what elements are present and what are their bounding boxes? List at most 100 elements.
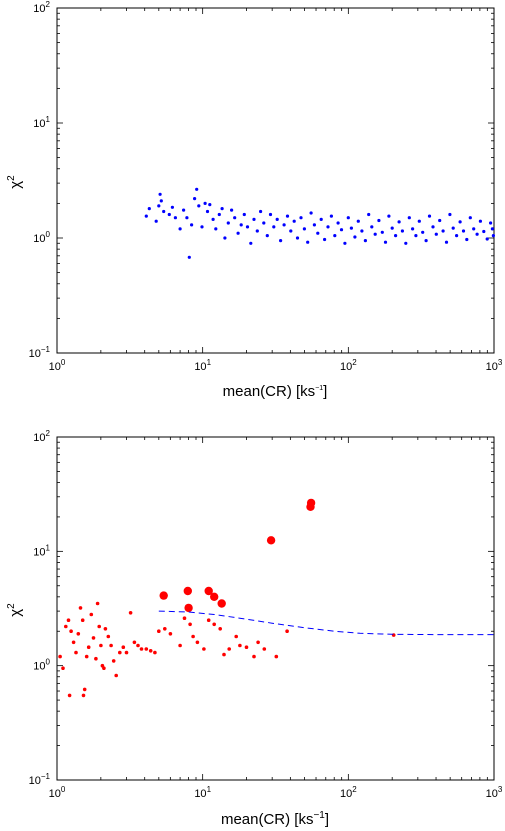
x-tick-label: 103 bbox=[486, 785, 503, 800]
data-point bbox=[292, 219, 296, 223]
data-point bbox=[208, 203, 212, 207]
data-point-large bbox=[184, 603, 193, 613]
data-point bbox=[383, 240, 388, 244]
data-point bbox=[80, 618, 85, 622]
data-point bbox=[319, 217, 323, 221]
data-point bbox=[202, 647, 206, 651]
x-tick-label: 100 bbox=[49, 358, 66, 373]
data-point bbox=[239, 223, 243, 227]
data-point bbox=[482, 229, 486, 234]
data-point bbox=[349, 226, 353, 230]
y-tick-label: 102 bbox=[33, 429, 50, 444]
y-tick-label: 102 bbox=[33, 0, 50, 15]
data-point bbox=[490, 227, 494, 231]
data-point bbox=[203, 201, 207, 205]
data-point-large bbox=[159, 591, 168, 600]
data-point bbox=[343, 241, 347, 245]
data-point bbox=[64, 624, 68, 629]
data-point bbox=[427, 214, 432, 218]
plot-frame bbox=[56, 7, 495, 354]
data-point bbox=[475, 232, 479, 236]
data-point bbox=[187, 255, 191, 259]
data-point bbox=[173, 216, 177, 220]
x-axis-label: mean(CR) [ks−1] bbox=[223, 383, 328, 400]
axis-ticks bbox=[56, 436, 495, 781]
data-point bbox=[421, 230, 425, 234]
y-tick-label: 100 bbox=[33, 658, 50, 673]
data-point bbox=[66, 618, 71, 622]
data-point bbox=[312, 223, 316, 227]
data-point bbox=[128, 611, 133, 615]
data-point bbox=[69, 629, 73, 633]
data-point bbox=[233, 216, 237, 220]
data-point bbox=[82, 687, 87, 692]
data-point bbox=[444, 240, 449, 244]
data-point bbox=[451, 226, 455, 230]
data-point bbox=[465, 237, 469, 242]
data-point bbox=[190, 223, 194, 227]
data-point bbox=[238, 643, 242, 648]
data-point bbox=[316, 231, 320, 235]
data-point bbox=[336, 221, 340, 225]
data-point bbox=[121, 645, 126, 649]
data-point bbox=[106, 634, 111, 639]
data-point bbox=[256, 640, 260, 645]
data-point bbox=[363, 239, 367, 243]
data-point bbox=[306, 240, 310, 244]
data-point bbox=[252, 217, 256, 221]
data-point bbox=[438, 218, 442, 223]
data-point bbox=[367, 212, 371, 217]
data-point-large bbox=[306, 498, 316, 508]
data-point bbox=[245, 225, 250, 229]
y-tick-label: 101 bbox=[33, 543, 50, 558]
x-axis-label: mean(CR) [ks−1] bbox=[221, 810, 329, 828]
data-point bbox=[191, 634, 195, 639]
data-point bbox=[182, 616, 187, 620]
data-point bbox=[417, 219, 421, 223]
data-point bbox=[167, 212, 171, 217]
data-point bbox=[227, 647, 231, 651]
data-point bbox=[255, 229, 259, 233]
data-point bbox=[195, 187, 199, 191]
data-point-large bbox=[210, 592, 219, 601]
data-point bbox=[170, 205, 174, 209]
data-point bbox=[285, 629, 289, 633]
data-point bbox=[424, 239, 428, 243]
data-point bbox=[76, 632, 81, 636]
data-point bbox=[472, 227, 476, 231]
axis-ticks bbox=[56, 7, 495, 354]
data-point bbox=[178, 643, 182, 648]
data-point bbox=[485, 237, 489, 241]
data-point bbox=[95, 601, 100, 606]
data-point-large bbox=[204, 586, 213, 596]
x-tick-label: 101 bbox=[194, 358, 211, 373]
data-marks bbox=[58, 498, 494, 698]
data-point bbox=[434, 232, 438, 236]
data-point bbox=[61, 666, 65, 670]
data-point bbox=[211, 217, 215, 221]
data-point bbox=[346, 216, 350, 220]
data-point bbox=[289, 229, 293, 233]
data-point bbox=[178, 227, 182, 231]
data-point bbox=[163, 627, 167, 631]
y-tick-label: 101 bbox=[33, 115, 50, 130]
data-point bbox=[333, 234, 337, 238]
x-tick-label: 102 bbox=[340, 785, 357, 800]
data-point bbox=[89, 612, 94, 617]
data-point bbox=[252, 654, 256, 659]
data-point bbox=[489, 221, 493, 225]
data-point bbox=[356, 219, 360, 223]
data-point bbox=[168, 632, 173, 636]
data-point bbox=[147, 207, 151, 211]
x-tick-label: 103 bbox=[486, 358, 503, 373]
data-point bbox=[124, 650, 129, 655]
data-point bbox=[478, 219, 482, 223]
data-point bbox=[262, 221, 266, 225]
data-point bbox=[154, 219, 158, 223]
data-point bbox=[377, 218, 381, 223]
data-point bbox=[193, 197, 197, 201]
data-point bbox=[275, 217, 279, 221]
data-point bbox=[132, 640, 137, 645]
data-point bbox=[157, 204, 161, 208]
